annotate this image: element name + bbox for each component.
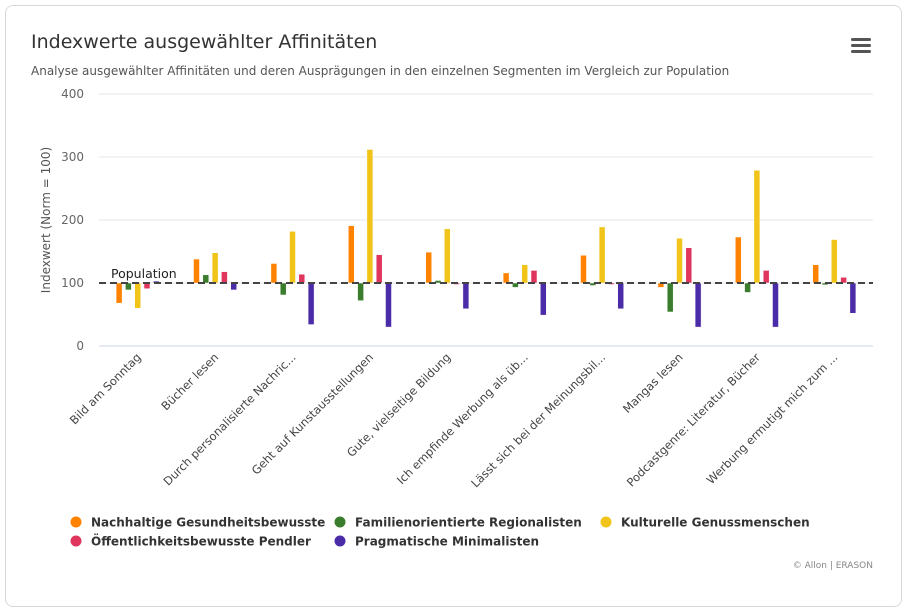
bar[interactable] — [211, 252, 219, 284]
legend-item[interactable]: Kulturelle Genussmenschen — [600, 516, 810, 530]
legend-item[interactable]: Familienorientierte Regionalisten — [334, 516, 582, 530]
x-tick-label: Podcastgenre: Literatur, Bücher — [624, 350, 763, 489]
bar[interactable] — [580, 255, 587, 284]
bar[interactable] — [762, 270, 770, 284]
y-tick-label: 0 — [76, 339, 84, 353]
bar[interactable] — [230, 282, 237, 291]
legend-marker — [70, 516, 82, 528]
y-axis-label: Indexwert (Norm = 100) — [39, 147, 53, 293]
chart-title: Indexwerte ausgewählter Affinitäten — [31, 31, 377, 53]
bar[interactable] — [425, 251, 432, 284]
bar[interactable] — [735, 236, 742, 284]
legend-marker — [70, 535, 82, 547]
legend-label: Pragmatische Minimalisten — [355, 535, 539, 549]
bar[interactable] — [366, 149, 374, 284]
bar[interactable] — [812, 264, 819, 284]
chart-card — [5, 5, 902, 607]
bar[interactable] — [193, 258, 200, 284]
bar[interactable] — [444, 228, 451, 284]
credits[interactable]: © Allon | ERASON — [793, 561, 873, 571]
bar[interactable] — [753, 169, 761, 284]
population-label: Population — [111, 266, 177, 281]
bar[interactable] — [598, 226, 606, 284]
bar[interactable] — [289, 231, 296, 284]
x-tick-label: Lässt sich bei der Meinungsbil... — [468, 350, 608, 490]
y-tick-label: 400 — [61, 87, 84, 101]
bar[interactable] — [270, 263, 278, 284]
bar[interactable] — [202, 274, 210, 284]
y-tick-label: 100 — [61, 276, 84, 290]
hamburger-menu-icon[interactable] — [848, 32, 874, 56]
legend-marker — [334, 516, 346, 528]
bar[interactable] — [125, 282, 132, 291]
bar[interactable] — [279, 282, 287, 296]
bar[interactable] — [694, 282, 702, 328]
bar[interactable] — [849, 282, 857, 314]
bar[interactable] — [589, 282, 597, 286]
y-tick-label: 300 — [61, 150, 84, 164]
legend-item[interactable]: Pragmatische Minimalisten — [334, 535, 540, 549]
y-tick-label: 200 — [61, 213, 84, 227]
legend-label: Kulturelle Genussmenschen — [621, 516, 810, 530]
legend-marker — [334, 535, 346, 547]
legend-label: Öffentlichkeitsbewusste Pendler — [91, 534, 311, 549]
bar[interactable] — [840, 277, 847, 284]
bar[interactable] — [348, 225, 355, 284]
x-tick-label: Mangas lesen — [620, 350, 686, 416]
x-tick-label: Durch personalisierte Nachric... — [160, 350, 298, 488]
bar[interactable] — [540, 282, 547, 316]
bar[interactable] — [298, 273, 306, 284]
x-tick-label: Geht auf Kunstausstellungen — [249, 350, 376, 477]
bar[interactable] — [307, 282, 315, 325]
bar[interactable] — [502, 272, 510, 284]
bar[interactable] — [221, 271, 228, 284]
legend-marker — [600, 516, 612, 528]
legend-label: Familienorientierte Regionalisten — [355, 516, 582, 530]
bar[interactable] — [530, 270, 538, 284]
chart-subtitle: Analyse ausgewählter Affinitäten und der… — [31, 64, 729, 78]
bar[interactable] — [521, 264, 528, 284]
bar[interactable] — [512, 282, 519, 288]
x-tick-label: Bücher lesen — [158, 350, 221, 413]
legend-label: Nachhaltige Gesundheitsbewusste — [91, 516, 325, 530]
bar[interactable] — [744, 282, 751, 293]
bar[interactable] — [375, 254, 383, 284]
bar[interactable] — [772, 282, 779, 328]
bar[interactable] — [676, 238, 683, 284]
bar[interactable] — [134, 282, 141, 309]
bar[interactable] — [357, 282, 364, 301]
bar[interactable] — [685, 247, 693, 284]
x-tick-label: Bild am Sonntag — [67, 350, 144, 427]
bar[interactable] — [617, 282, 624, 310]
legend-item[interactable]: Öffentlichkeitsbewusste Pendler — [70, 534, 312, 549]
bar[interactable] — [831, 239, 838, 284]
legend-item[interactable]: Nachhaltige Gesundheitsbewusste — [70, 516, 326, 530]
bar[interactable] — [434, 280, 442, 284]
x-tick-label: Werbung ermutigt mich zum ... — [704, 350, 841, 487]
bar[interactable] — [115, 282, 123, 304]
bar[interactable] — [385, 282, 392, 328]
bar[interactable] — [462, 282, 470, 310]
x-tick-label: Ich empfinde Werbung als üb... — [394, 350, 531, 487]
bar[interactable] — [666, 282, 674, 313]
